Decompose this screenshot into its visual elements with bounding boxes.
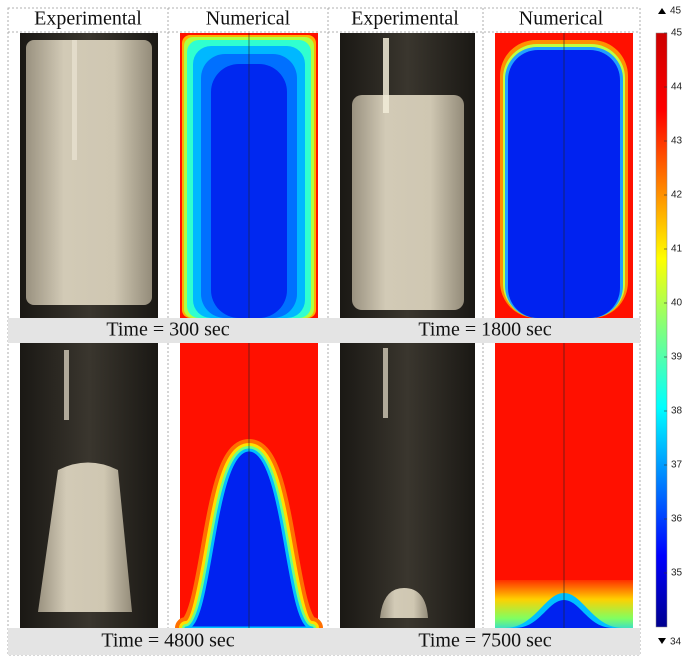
colorbar-tick-label: 40 [671,298,683,309]
time-caption: Time = 300 sec [106,319,229,341]
column-header: Numerical [206,8,291,30]
colorbar-tick-label: 43 [671,136,683,147]
column-header: Experimental [34,8,142,30]
colorbar [656,33,667,627]
time-caption: Time = 1800 sec [418,319,551,341]
column-header: Numerical [519,8,604,30]
numerical-field [495,343,633,628]
experimental-photo [340,33,475,318]
experimental-photo [20,343,158,628]
time-caption: Time = 4800 sec [101,630,234,652]
colorbar-tick-label: 39 [671,352,683,363]
colorbar-tick-label: 38 [671,406,683,417]
colorbar-tick-label: 42 [671,190,683,201]
colorbar-tick-label: 41 [671,244,683,255]
experimental-photo [20,33,158,318]
numerical-field [495,33,633,318]
colorbar-tick-label: 37 [671,460,683,471]
experimental-photo [340,343,475,628]
min-arrow [658,638,666,644]
time-caption: Time = 7500 sec [418,630,551,652]
numerical-field [180,343,318,631]
colorbar-tick-label: 44 [671,82,683,93]
colorbar-min: 34 [670,637,682,648]
max-arrow [658,8,666,14]
colorbar-max: 45 [670,6,682,17]
numerical-field [180,33,318,318]
colorbar-tick-label: 36 [671,514,683,525]
figure: Experimental Numerical Experimental Nume… [0,0,687,656]
colorbar-tick-label: 35 [671,568,683,579]
colorbar-tick-label: 45 [671,28,683,39]
column-header: Experimental [351,8,459,30]
